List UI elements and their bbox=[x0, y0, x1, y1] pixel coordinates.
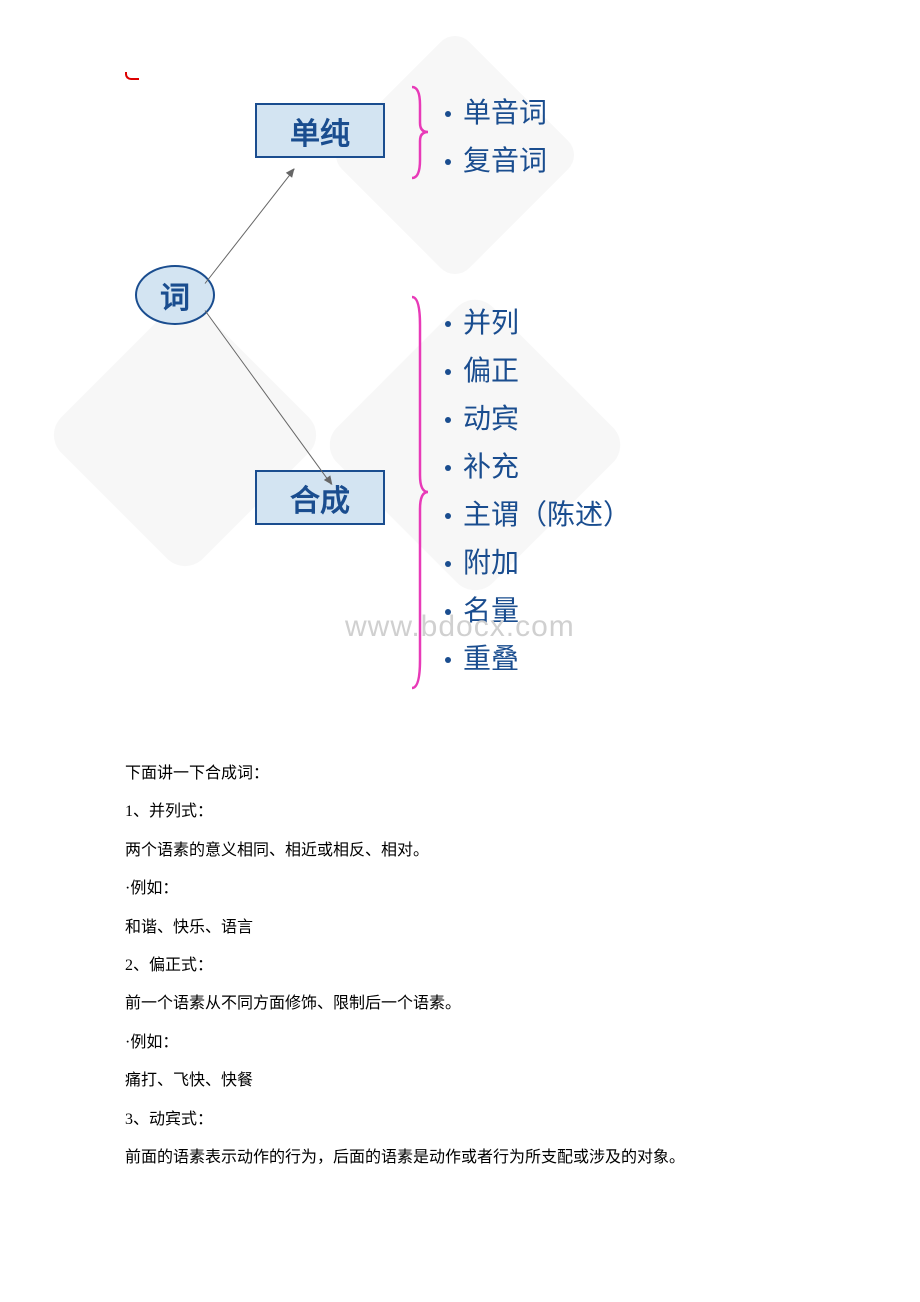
page: 词 单纯 合成 单音词 复音词 并列 偏正 动宾 补充 主谓（陈述） 附加 名量 bbox=[0, 0, 920, 1302]
section-desc: 前一个语素从不同方面修饰、限制后一个语素。 bbox=[125, 985, 825, 1023]
root-node-word: 词 bbox=[135, 265, 215, 325]
list-item: 并列 bbox=[445, 300, 631, 348]
item-label: 并列 bbox=[463, 308, 519, 339]
example-label: ·例如： bbox=[125, 870, 825, 908]
list-item: 偏正 bbox=[445, 348, 631, 396]
node-simple: 单纯 bbox=[255, 103, 385, 158]
section-heading: 3、动宾式： bbox=[125, 1101, 825, 1139]
bullet-icon bbox=[445, 657, 451, 663]
item-label: 单音词 bbox=[463, 98, 547, 129]
list-item: 单音词 bbox=[445, 90, 547, 138]
list-item: 附加 bbox=[445, 540, 631, 588]
section-heading: 1、并列式： bbox=[125, 793, 825, 831]
bullet-icon bbox=[445, 513, 451, 519]
intro-line: 下面讲一下合成词： bbox=[125, 755, 825, 793]
item-label: 附加 bbox=[463, 548, 519, 579]
bullet-icon bbox=[445, 561, 451, 567]
bullet-icon bbox=[445, 321, 451, 327]
explanation-text: 下面讲一下合成词： 1、并列式： 两个语素的意义相同、相近或相反、相对。 ·例如… bbox=[125, 755, 825, 1177]
node-compound: 合成 bbox=[255, 470, 385, 525]
item-label: 主谓（陈述） bbox=[463, 500, 631, 531]
word-classification-diagram: 词 单纯 合成 单音词 复音词 并列 偏正 动宾 补充 主谓（陈述） 附加 名量 bbox=[125, 75, 745, 685]
item-label: 复音词 bbox=[463, 146, 547, 177]
bullet-icon bbox=[445, 159, 451, 165]
list-item: 补充 bbox=[445, 444, 631, 492]
item-label: 动宾 bbox=[463, 404, 519, 435]
item-label: 偏正 bbox=[463, 356, 519, 387]
item-label: 重叠 bbox=[463, 644, 519, 675]
brace-simple bbox=[410, 85, 430, 180]
section-heading: 2、偏正式： bbox=[125, 947, 825, 985]
bullet-icon bbox=[445, 465, 451, 471]
bullet-icon bbox=[445, 369, 451, 375]
bullet-icon bbox=[445, 417, 451, 423]
section-desc: 前面的语素表示动作的行为，后面的语素是动作或者行为所支配或涉及的对象。 bbox=[125, 1139, 825, 1177]
list-item: 动宾 bbox=[445, 396, 631, 444]
bullet-icon bbox=[445, 111, 451, 117]
simple-word-list: 单音词 复音词 bbox=[445, 90, 547, 186]
bg-shape bbox=[44, 294, 327, 577]
example-label: ·例如： bbox=[125, 1024, 825, 1062]
watermark: www.bdocx.com bbox=[345, 610, 575, 644]
list-item: 复音词 bbox=[445, 138, 547, 186]
example-text: 痛打、飞快、快餐 bbox=[125, 1062, 825, 1100]
section-desc: 两个语素的意义相同、相近或相反、相对。 bbox=[125, 832, 825, 870]
item-label: 补充 bbox=[463, 452, 519, 483]
list-item: 主谓（陈述） bbox=[445, 492, 631, 540]
example-text: 和谐、快乐、语言 bbox=[125, 909, 825, 947]
edge-root-simple bbox=[205, 169, 295, 284]
